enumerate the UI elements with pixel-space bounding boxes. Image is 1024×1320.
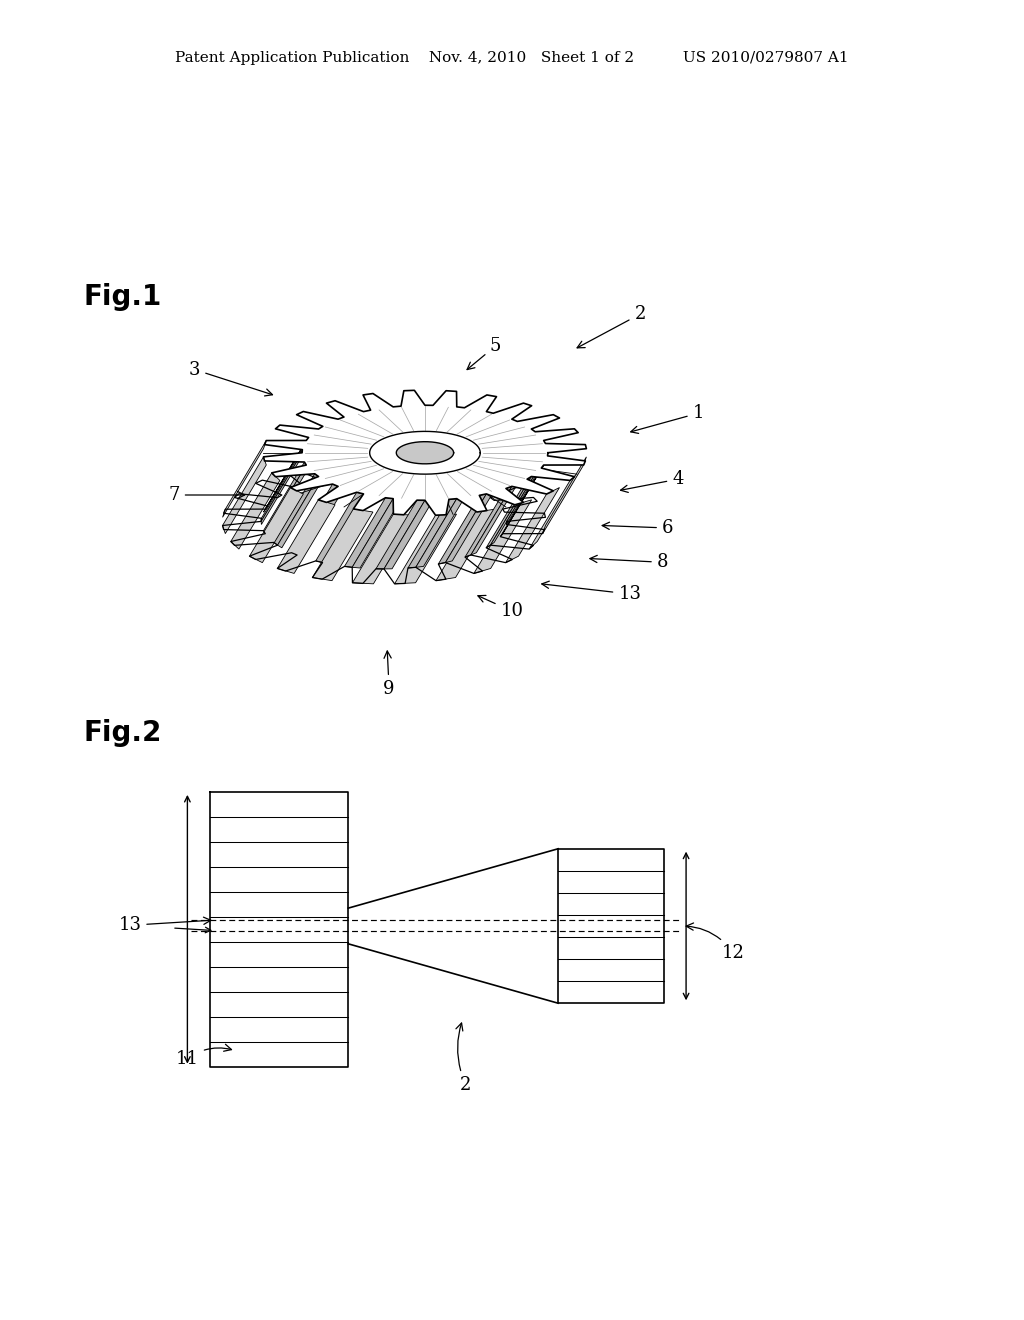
Text: 1: 1 <box>631 404 705 433</box>
Polygon shape <box>396 442 454 463</box>
Polygon shape <box>230 473 280 549</box>
Text: 5: 5 <box>467 337 502 370</box>
Polygon shape <box>501 465 544 537</box>
Polygon shape <box>250 487 303 562</box>
Polygon shape <box>529 473 579 549</box>
Polygon shape <box>543 457 587 533</box>
Polygon shape <box>344 498 393 568</box>
Polygon shape <box>222 441 266 517</box>
Polygon shape <box>471 484 517 554</box>
Polygon shape <box>315 492 364 562</box>
Polygon shape <box>506 487 559 562</box>
Polygon shape <box>384 500 433 569</box>
Polygon shape <box>263 391 587 515</box>
Text: Fig.1: Fig.1 <box>84 282 162 312</box>
Polygon shape <box>486 477 531 548</box>
Text: 11: 11 <box>176 1044 231 1068</box>
Polygon shape <box>261 453 302 524</box>
Polygon shape <box>416 498 465 568</box>
Polygon shape <box>273 474 318 545</box>
Polygon shape <box>265 465 308 537</box>
Polygon shape <box>222 457 266 533</box>
Text: 10: 10 <box>478 595 523 620</box>
Polygon shape <box>376 500 425 569</box>
Polygon shape <box>474 500 531 573</box>
Text: 3: 3 <box>188 360 272 396</box>
Text: 2: 2 <box>578 305 646 348</box>
Polygon shape <box>490 474 536 545</box>
Polygon shape <box>323 494 371 564</box>
Polygon shape <box>263 462 306 533</box>
Text: 8: 8 <box>590 553 669 572</box>
Text: 13: 13 <box>542 581 641 603</box>
Text: 12: 12 <box>686 923 744 962</box>
Text: Fig.2: Fig.2 <box>84 718 163 747</box>
Polygon shape <box>278 500 335 573</box>
Text: Patent Application Publication    Nov. 4, 2010   Sheet 1 of 2          US 2010/0: Patent Application Publication Nov. 4, 2… <box>175 51 849 65</box>
Polygon shape <box>436 510 497 581</box>
Polygon shape <box>292 484 338 554</box>
Text: 13: 13 <box>119 916 211 935</box>
Text: 6: 6 <box>602 519 674 537</box>
Polygon shape <box>370 432 480 474</box>
Text: 7: 7 <box>168 486 245 504</box>
Text: 9: 9 <box>383 651 395 698</box>
Text: 2: 2 <box>456 1023 472 1094</box>
Polygon shape <box>465 486 512 557</box>
Polygon shape <box>503 462 546 533</box>
Polygon shape <box>352 499 401 568</box>
Polygon shape <box>438 494 486 564</box>
Polygon shape <box>394 513 457 583</box>
Polygon shape <box>507 453 548 524</box>
Polygon shape <box>265 437 308 510</box>
Text: 4: 4 <box>621 470 684 492</box>
Polygon shape <box>352 513 415 583</box>
Polygon shape <box>445 492 494 562</box>
Polygon shape <box>263 441 306 512</box>
Polygon shape <box>261 450 302 521</box>
Polygon shape <box>278 477 323 548</box>
Polygon shape <box>408 499 457 568</box>
Polygon shape <box>312 510 373 581</box>
Polygon shape <box>297 486 344 557</box>
